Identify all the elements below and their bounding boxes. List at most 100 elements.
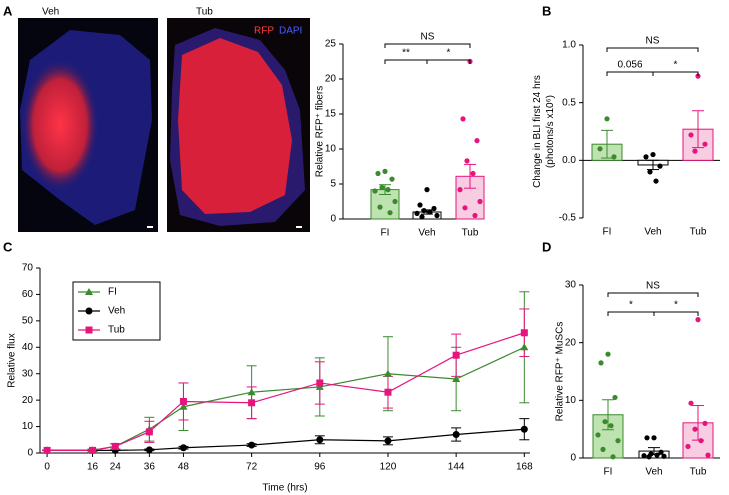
x-tick-label: 36 — [144, 462, 156, 473]
data-point — [685, 443, 691, 450]
significance-label: * — [447, 48, 451, 59]
y-tick-label: 40 — [22, 342, 34, 353]
data-point — [695, 317, 701, 323]
marker — [452, 351, 460, 359]
x-tick-label: 120 — [380, 462, 397, 473]
image-label: Veh — [42, 7, 59, 18]
significance-label: 0.056 — [617, 60, 642, 71]
y-tick-label: 0.0 — [562, 155, 576, 166]
marker — [248, 399, 256, 407]
y-tick-label: 10 — [22, 421, 34, 432]
y-tick-label: 30 — [22, 368, 34, 379]
significance-bracket — [607, 311, 655, 316]
data-point — [615, 438, 621, 444]
data-point — [421, 208, 427, 214]
y-tick-label: -0.5 — [559, 213, 577, 224]
marker — [145, 446, 153, 454]
data-point — [372, 188, 378, 194]
significance-label: ** — [402, 48, 410, 59]
y-tick-label: 25 — [325, 39, 337, 50]
data-point — [702, 141, 708, 147]
y-tick-label: 15 — [325, 109, 337, 120]
x-tick-label: Veh — [645, 467, 662, 478]
significance-label: NS — [646, 281, 660, 292]
data-point — [434, 212, 440, 219]
y-axis-label: Relative flux — [7, 333, 18, 387]
data-point — [472, 212, 478, 219]
y-tick-label: 10 — [325, 144, 337, 155]
significance-bracket — [606, 71, 654, 76]
x-tick-label: Veh — [418, 228, 435, 239]
y-tick-label: 50 — [22, 315, 34, 326]
y-tick-label: 60 — [22, 289, 34, 300]
x-tick-label: 72 — [246, 462, 258, 473]
x-tick-label: 16 — [87, 462, 99, 473]
data-point — [417, 202, 423, 208]
data-point — [661, 453, 667, 459]
data-point — [651, 435, 657, 441]
data-point — [387, 210, 393, 216]
data-point — [641, 453, 647, 459]
x-tick-label: 168 — [516, 462, 533, 473]
data-point — [692, 148, 698, 154]
data-point — [389, 176, 395, 182]
y-tick-label: 0 — [570, 453, 576, 464]
stain-label: RFP — [254, 26, 274, 37]
significance-bracket — [426, 59, 471, 64]
marker — [520, 329, 528, 337]
marker — [145, 428, 153, 436]
marker — [179, 397, 187, 405]
data-point — [477, 198, 483, 205]
data-point — [375, 170, 381, 177]
y-tick-label: 10 — [565, 395, 577, 406]
rfp-area — [178, 38, 292, 214]
significance-bracket — [653, 311, 699, 316]
data-point — [427, 209, 433, 215]
data-point — [470, 170, 476, 177]
significance-label: * — [674, 60, 678, 71]
panel-label: A — [3, 3, 13, 18]
data-point — [611, 154, 617, 160]
microscopy-images: Veh Tub RFP DAPI — [18, 7, 310, 232]
x-tick-label: Veh — [644, 227, 661, 238]
marker — [452, 375, 461, 382]
marker — [383, 369, 392, 377]
x-tick-label: Tub — [690, 467, 707, 478]
x-tick-label: 48 — [178, 462, 190, 473]
panel-label: D — [542, 239, 551, 254]
data-point — [414, 210, 420, 216]
y-axis-label: Change in BLI first 24 hrs — [532, 75, 543, 188]
significance-bracket — [652, 71, 699, 76]
data-point — [379, 184, 385, 191]
x-tick-label: Tub — [462, 228, 479, 239]
panel-label: C — [3, 239, 13, 254]
data-point — [610, 454, 616, 460]
marker — [316, 436, 324, 444]
marker — [316, 379, 324, 387]
significance-label: * — [674, 300, 678, 311]
significance-bracket — [384, 59, 428, 64]
data-point — [382, 168, 388, 174]
y-axis-label: Relative RFP⁺ MuSCs — [555, 322, 566, 422]
marker — [520, 343, 529, 351]
data-point — [419, 214, 425, 220]
data-point — [424, 187, 430, 193]
data-point — [688, 132, 694, 138]
data-point — [657, 163, 663, 169]
data-point — [595, 432, 601, 438]
y-tick-label: 1.0 — [562, 40, 576, 51]
scale-bar — [296, 226, 302, 228]
data-point — [598, 360, 604, 366]
marker — [111, 442, 119, 450]
marker — [85, 326, 93, 334]
data-point — [705, 452, 711, 458]
y-tick-label: 5 — [330, 179, 336, 190]
y-axis-label: (photons/s x10⁶) — [545, 95, 556, 168]
x-tick-label: FI — [603, 227, 612, 238]
y-tick-label: 70 — [22, 263, 34, 274]
data-point — [377, 204, 383, 210]
x-tick-label: 144 — [448, 462, 465, 473]
x-tick-label: 96 — [314, 462, 326, 473]
x-axis-label: Time (hrs) — [262, 483, 307, 494]
data-point — [597, 146, 603, 152]
